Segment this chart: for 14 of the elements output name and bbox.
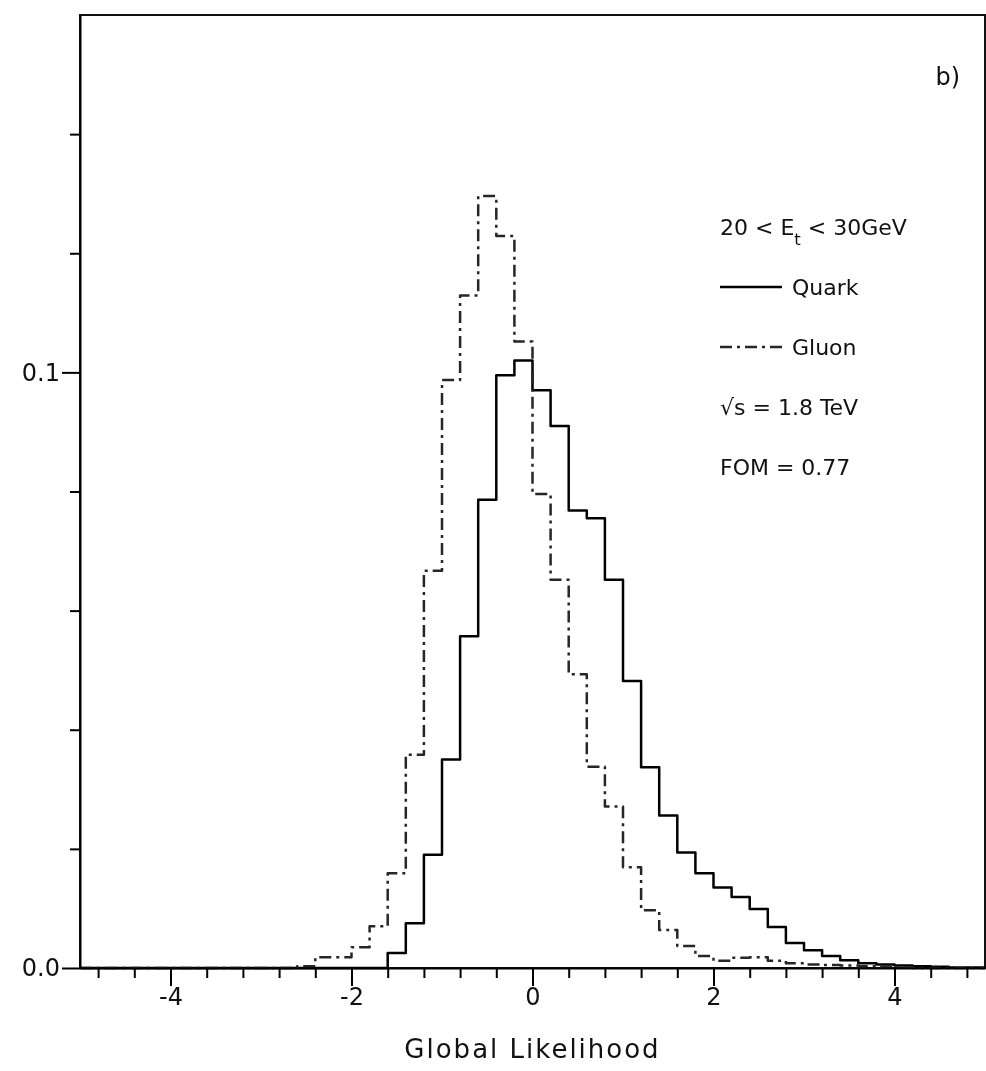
legend-label: Quark [792, 275, 859, 300]
x-tick-label: 2 [706, 983, 722, 1012]
y-tick-label: 0.0 [21, 954, 60, 983]
y-tick-label: 0.1 [21, 358, 60, 387]
annotation: FOM = 0.77 [720, 455, 851, 480]
x-axis-title: Global Likelihood [404, 1034, 661, 1064]
x-tick-label: -4 [159, 983, 183, 1012]
annotation: b) [935, 63, 960, 91]
x-tick-label: 0 [525, 983, 541, 1012]
annotation: √s = 1.8 TeV [720, 395, 859, 420]
x-tick-label: -2 [340, 983, 364, 1012]
annotation: 20 < E$_{t}$ < 30GeV [720, 215, 907, 249]
x-tick-label: 4 [887, 983, 903, 1012]
legend-label: Gluon [792, 335, 857, 360]
